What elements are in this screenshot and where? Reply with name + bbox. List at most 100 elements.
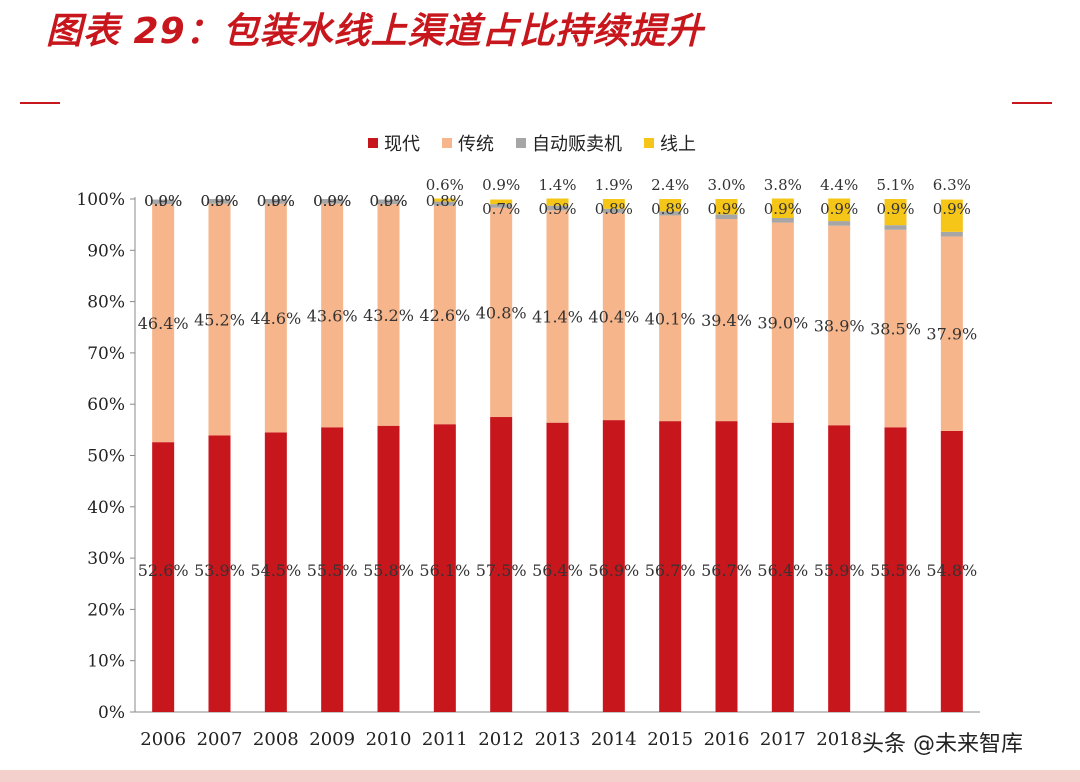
bar-segment-1 [433,424,456,712]
data-label-vending: 0.9% [707,200,745,218]
data-label-online: 0.0% [257,192,295,210]
data-label-traditional: 37.9% [926,325,977,344]
bar-segment-4 [602,199,625,209]
data-label-online: 1.4% [538,176,576,194]
data-label-modern: 56.7% [645,561,696,580]
data-label-vending: 0.9% [257,192,295,210]
bar-segment-1 [377,425,400,712]
legend-label-vending: 自动贩卖机 [532,134,622,155]
bar-segment-1 [321,427,344,712]
data-label-modern: 55.5% [870,561,921,580]
data-label-modern: 55.5% [307,561,358,580]
bar-segment-1 [940,430,963,712]
bar-segment-2 [884,229,907,428]
data-label-modern: 56.1% [419,561,470,580]
bar-segment-1 [715,421,738,712]
bar-segment-2 [546,210,569,423]
bar-segment-3 [264,199,287,204]
bar-segment-1 [771,422,794,712]
data-label-traditional: 41.4% [532,307,583,326]
data-label-modern: 52.6% [138,561,189,580]
bar-segment-3 [433,201,456,206]
bar-segment-4 [771,198,794,218]
bar-segment-2 [152,204,175,443]
y-tick-label: 0% [98,703,125,723]
bar-segment-3 [771,217,794,223]
data-label-online: 6.3% [933,176,971,194]
bar-segment-2 [771,222,794,423]
data-label-online: 2.4% [651,176,689,194]
data-label-modern: 56.7% [701,561,752,580]
x-tick-label: 2009 [309,729,355,750]
x-tick-label: 2014 [591,729,637,750]
data-label-vending: 0.9% [933,200,971,218]
data-label-vending: 0.9% [876,200,914,218]
data-label-online: 1.9% [595,176,633,194]
x-tick-label: 2007 [197,729,243,750]
x-tick-label: 2017 [760,729,806,750]
chart-legend: 现代 传统 自动贩卖机 线上 [368,130,696,156]
legend-item-modern: 现代 [368,130,420,156]
data-label-traditional: 42.6% [419,306,470,325]
bar-segment-3 [884,225,907,230]
y-tick-label: 30% [87,549,125,569]
bar-segment-2 [433,205,456,425]
bar-segment-4 [659,199,682,212]
data-label-modern: 57.5% [476,561,527,580]
data-label-traditional: 43.2% [363,306,414,325]
data-label-vending: 0.9% [144,192,182,210]
bar-segment-2 [828,225,851,426]
legend-swatch-traditional [442,138,452,148]
data-label-vending: 0.9% [200,192,238,210]
bar-segment-3 [377,199,400,205]
x-tick-label: 2018 [816,729,862,750]
bar-segment-1 [264,432,287,712]
data-label-modern: 53.9% [194,561,245,580]
x-tick-label: 2010 [366,729,412,750]
bar-segment-3 [152,199,175,205]
data-label-traditional: 44.6% [250,309,301,328]
bar-segment-4 [715,199,738,215]
data-label-online: 5.1% [876,176,914,194]
data-label-modern: 56.4% [757,561,808,580]
bar-segment-4 [828,198,851,222]
legend-label-traditional: 传统 [458,134,494,155]
y-tick-label: 60% [87,395,125,415]
data-label-modern: 55.8% [363,561,414,580]
data-label-traditional: 40.8% [476,303,527,322]
legend-swatch-modern [368,138,378,148]
bar-segment-3 [321,199,344,204]
data-label-traditional: 39.0% [757,314,808,333]
data-label-online: 0.6% [426,176,464,194]
bar-segment-4 [940,199,963,232]
y-tick-label: 80% [87,293,125,313]
data-label-vending: 0.7% [482,200,520,218]
y-tick-label: 70% [87,344,125,364]
data-label-online: 0.0% [200,192,238,210]
bar-segment-2 [321,203,344,428]
bar-segment-2 [377,204,400,426]
bar-segment-4 [884,199,907,226]
bar-segment-3 [546,205,569,211]
data-label-online: 4.4% [820,176,858,194]
data-label-modern: 55.9% [814,561,865,580]
data-label-online: 0.9% [482,176,520,194]
legend-item-traditional: 传统 [442,130,494,156]
x-tick-label: 2011 [422,729,468,750]
bar-segment-3 [828,221,851,226]
bar-segment-1 [828,425,851,712]
data-label-online: 0.0% [369,192,407,210]
data-label-traditional: 40.1% [645,309,696,328]
data-label-vending: 0.8% [426,192,464,210]
bar-segment-2 [208,203,231,436]
y-tick-label: 50% [87,447,125,467]
legend-swatch-vending [516,138,526,148]
data-label-modern: 54.8% [926,561,977,580]
bar-segment-3 [659,211,682,216]
data-label-traditional: 40.4% [588,307,639,326]
bar-segment-3 [490,204,513,208]
bar-segment-3 [208,199,231,204]
y-tick-label: 40% [87,498,125,518]
x-tick-label: 2015 [647,729,693,750]
